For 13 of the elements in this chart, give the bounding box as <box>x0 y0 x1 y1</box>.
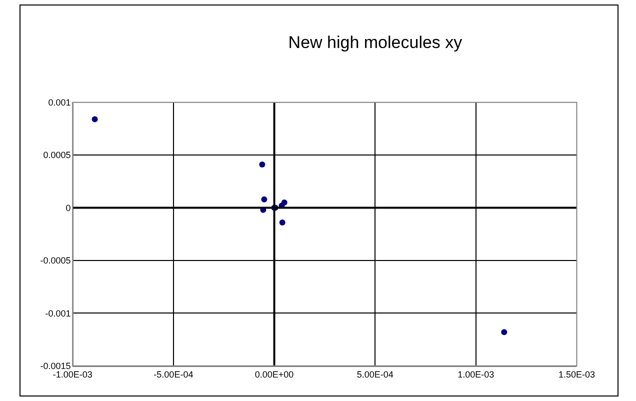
y-tick-label: 0.0005 <box>43 150 71 160</box>
x-tick-label: 5.00E-04 <box>356 370 394 380</box>
x-tick-label: 1.50E-03 <box>558 370 595 380</box>
y-tick-label: -0.001 <box>45 308 71 318</box>
y-tick-label: -0.0005 <box>40 256 71 266</box>
x-tick-label: -5.00E-04 <box>154 370 194 380</box>
y-tick-label: -0.0015 <box>40 361 71 372</box>
y-tick-label: 0 <box>66 202 71 213</box>
chart-title: New high molecules xy <box>288 32 463 52</box>
x-tick-label: 1.00E-03 <box>458 370 494 380</box>
x-tick-label: -1.00E-03 <box>52 370 92 380</box>
y-tick-label: 0.001 <box>48 98 71 108</box>
x-tick-label: 0.00E+00 <box>254 370 294 380</box>
